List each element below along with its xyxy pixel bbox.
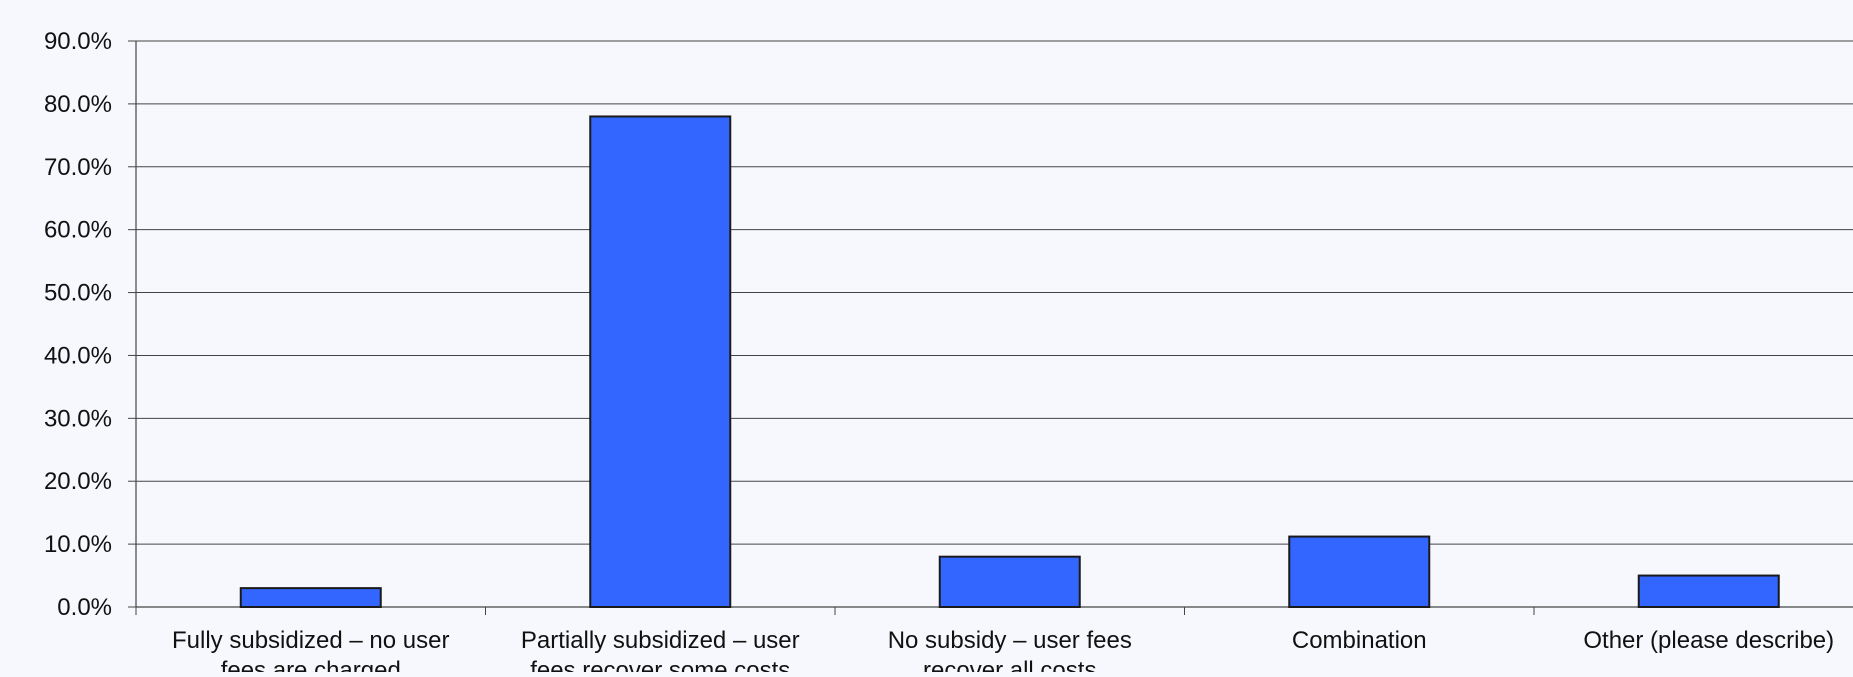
grid-lines [136, 40, 1853, 608]
y-tick-label: 50.0% [44, 280, 112, 307]
bar [938, 555, 1081, 609]
bars [239, 115, 1780, 609]
y-tick-label: 10.0% [44, 531, 112, 558]
bar [1637, 574, 1780, 608]
bar [589, 115, 732, 608]
y-tick-label: 20.0% [44, 468, 112, 495]
y-tick-label: 0.0% [57, 594, 112, 621]
bar [1288, 535, 1431, 609]
y-tick-label: 80.0% [44, 91, 112, 118]
labels: 0.0% 10.0% 20.0% 30.0% 40.0% 50.0% 60.0% 70.0% 8… [44, 28, 1834, 677]
x-category-label: Combination [1292, 627, 1427, 654]
x-category-label: Other (please describe) [1583, 627, 1834, 654]
y-tick-label: 60.0% [44, 217, 112, 244]
bar [239, 587, 382, 609]
y-tick-label: 90.0% [44, 28, 112, 55]
axes [128, 40, 1853, 615]
y-tick-label: 40.0% [44, 342, 112, 369]
y-tick-label: 70.0% [44, 154, 112, 181]
x-category-label: Fully subsidized – no user fees are charg… [172, 627, 449, 672]
x-category-label: No subsidy – user fees recover all costs [888, 627, 1132, 672]
y-tick-label: 30.0% [44, 405, 112, 432]
x-category-label: Partially subsidized – user fees recover … [521, 627, 800, 672]
